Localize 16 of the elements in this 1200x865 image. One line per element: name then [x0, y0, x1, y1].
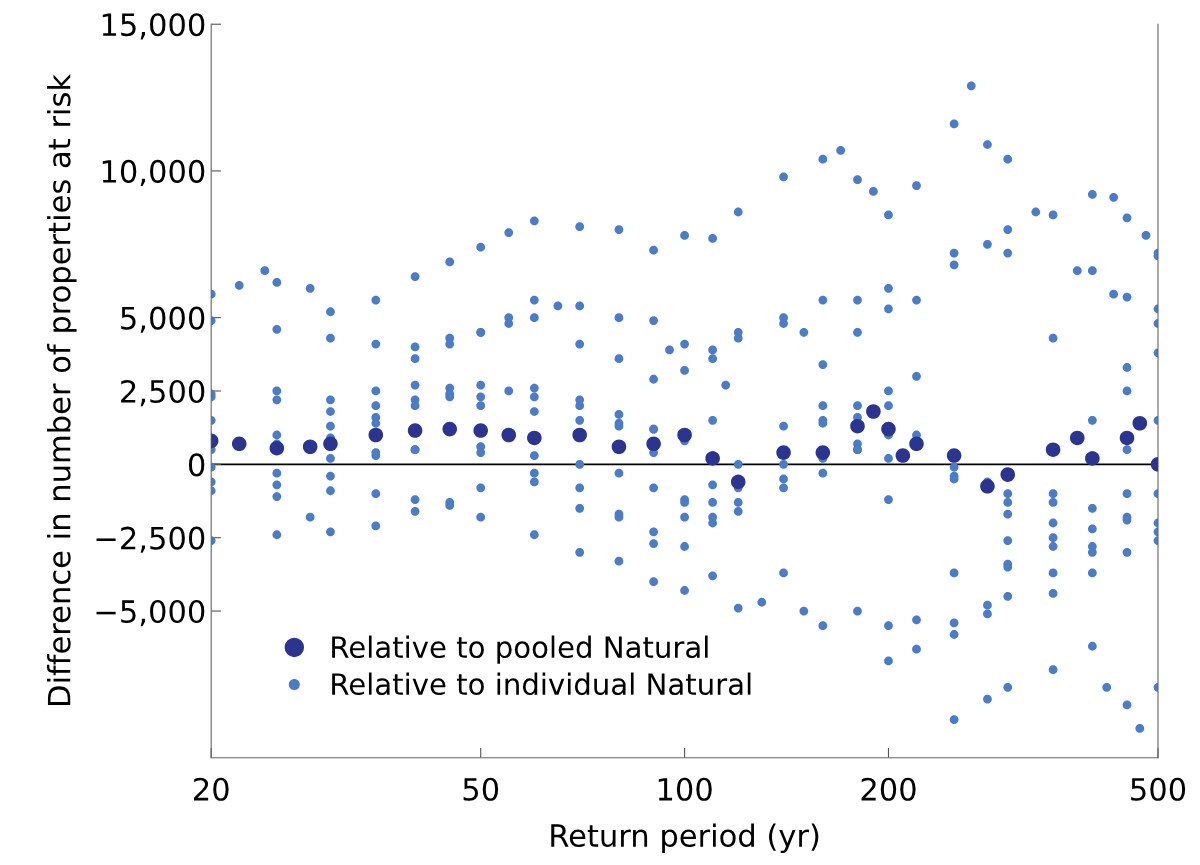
x-tick-label: 20	[194, 777, 229, 801]
x-tick-label: 200	[861, 777, 916, 801]
y-axis-title: Difference in number of properties at risk	[47, 74, 77, 706]
y-tick-label: −2,500	[96, 526, 205, 553]
y-tick-label: 0	[188, 453, 205, 477]
y-tick-label: 10,000	[102, 159, 205, 187]
x-axis-title: Return period (yr)	[551, 823, 819, 853]
y-tick-label: 5,000	[121, 306, 205, 333]
y-tick-label: −5,000	[96, 599, 205, 627]
y-tick-label: 15,000	[102, 13, 205, 40]
y-tick-label: 2,500	[121, 379, 205, 407]
legend-label: Relative to individual Natural	[332, 672, 751, 696]
x-tick-label: 100	[658, 777, 712, 801]
legend-label: Relative to pooled Natural	[332, 635, 708, 664]
x-tick-label: 500	[1131, 777, 1186, 801]
x-tick-label: 50	[463, 777, 499, 801]
